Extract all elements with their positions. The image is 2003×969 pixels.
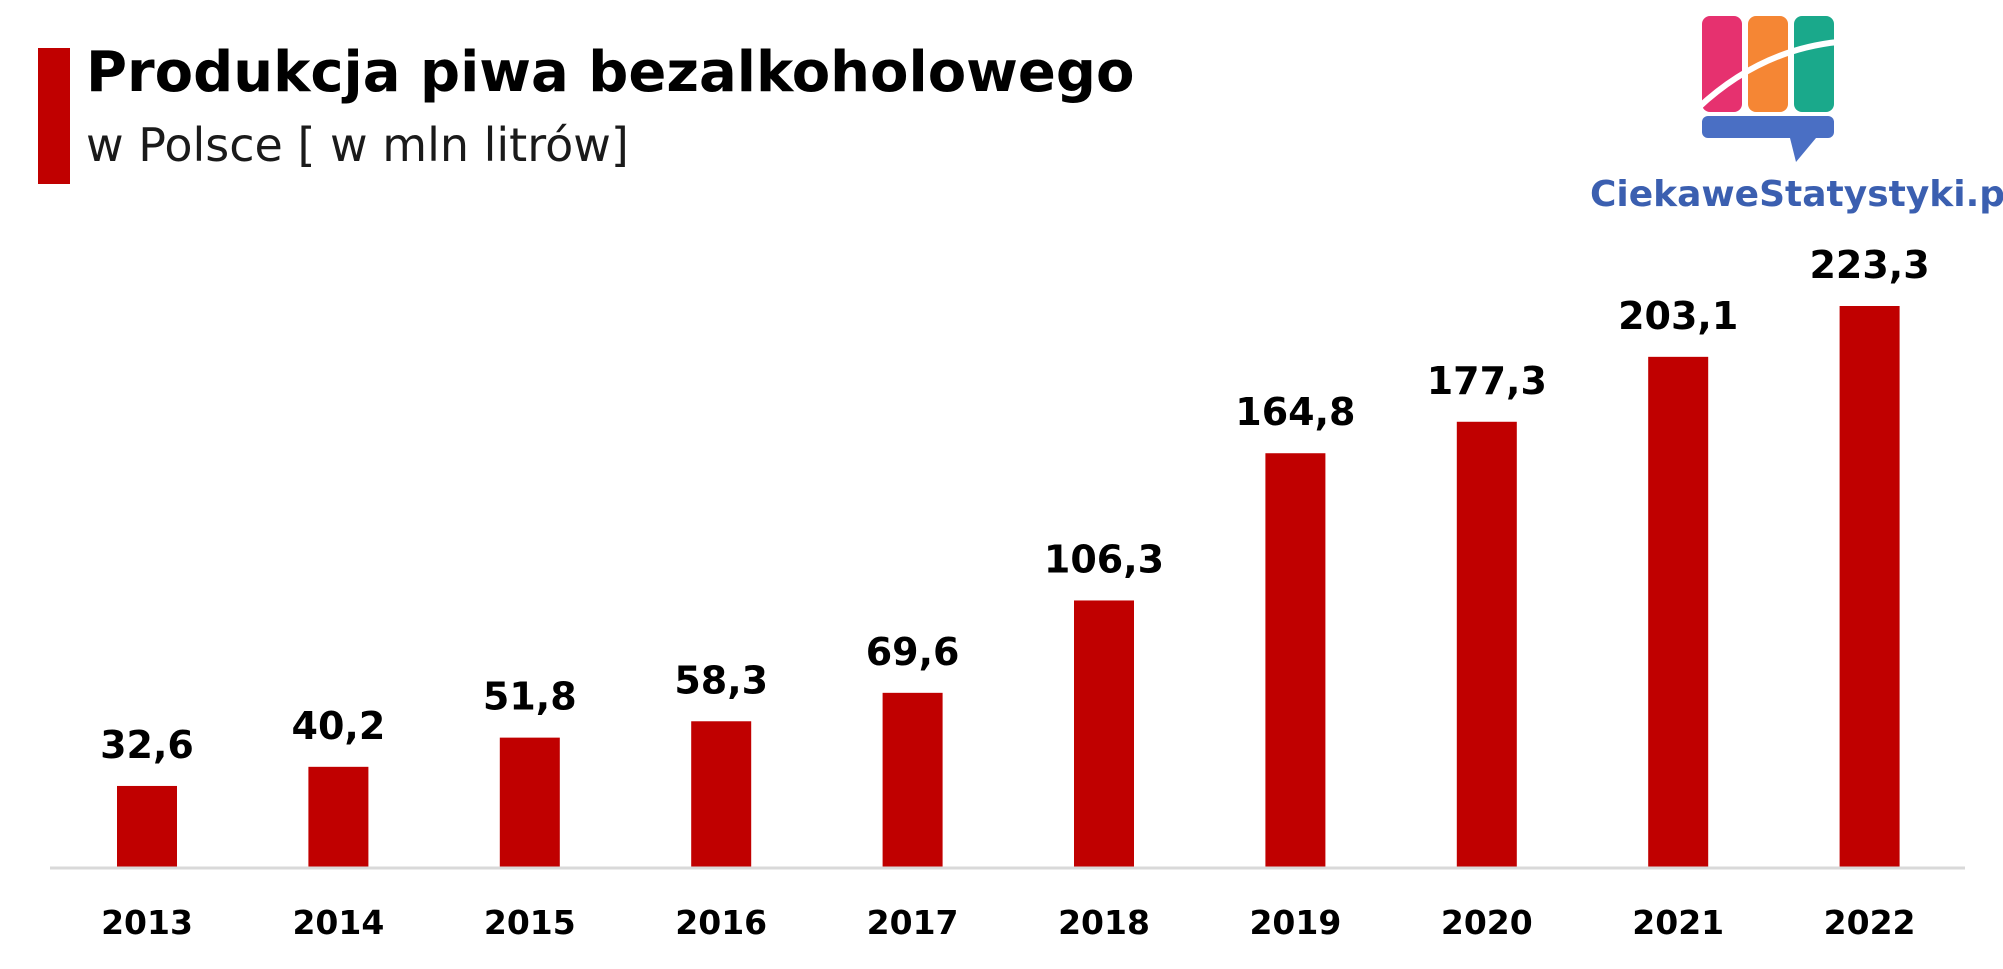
value-label-2017: 69,6: [866, 630, 960, 674]
x-tick-label-2019: 2019: [1249, 903, 1341, 942]
x-tick-label-2021: 2021: [1632, 903, 1724, 942]
logo-orange-block: [1748, 16, 1788, 112]
x-tick-label-2022: 2022: [1824, 903, 1916, 942]
value-label-2014: 40,2: [292, 704, 386, 748]
bar-2019: [1265, 453, 1326, 868]
chart-title: Produkcja piwa bezalkoholowego: [86, 40, 1135, 105]
logo-pink-block: [1702, 16, 1742, 112]
logo-icon: [1695, 16, 1839, 162]
logo-green-block: [1794, 16, 1834, 112]
logo-pointer: [1790, 138, 1816, 162]
bar-2018: [1074, 600, 1134, 868]
bar-2013: [117, 785, 177, 868]
bar-2016: [691, 721, 752, 868]
bar-2014: [308, 766, 369, 868]
x-tick-label-2013: 2013: [101, 903, 193, 942]
logo-curve: [1695, 39, 1839, 111]
x-tick-label-2016: 2016: [675, 903, 767, 942]
labels-layer: 32,6 2013 40,2 2014 51,8 2015 58,3 2016 69,6 2017…: [100, 243, 1930, 942]
site-logo: CiekaweStatystyki.pl: [1590, 12, 2003, 222]
value-label-2013: 32,6: [100, 723, 194, 767]
value-label-2015: 51,8: [483, 675, 577, 719]
logo-text: CiekaweStatystyki.pl: [1590, 174, 2003, 215]
value-label-2021: 203,1: [1618, 294, 1738, 338]
x-tick-label-2017: 2017: [867, 903, 959, 942]
x-tick-label-2014: 2014: [292, 903, 384, 942]
title-accent-bar: [38, 48, 70, 184]
value-label-2019: 164,8: [1235, 390, 1355, 434]
value-label-2018: 106,3: [1044, 537, 1164, 581]
bar-2020: [1456, 421, 1517, 868]
bar-2022: [1839, 306, 1900, 868]
x-tick-label-2018: 2018: [1058, 903, 1150, 942]
x-tick-label-2015: 2015: [484, 903, 576, 942]
bar-2015: [499, 737, 560, 868]
bars-layer: [117, 306, 1900, 868]
value-label-2020: 177,3: [1427, 359, 1547, 403]
bar-2021: [1648, 356, 1709, 868]
x-tick-label-2020: 2020: [1441, 903, 1533, 942]
value-label-2022: 223,3: [1809, 243, 1929, 287]
value-label-2016: 58,3: [674, 658, 768, 702]
logo-blue-bottom: [1702, 116, 1834, 138]
chart-subtitle: w Polsce [ w mln litrów]: [86, 118, 629, 172]
bar-2017: [882, 692, 943, 868]
